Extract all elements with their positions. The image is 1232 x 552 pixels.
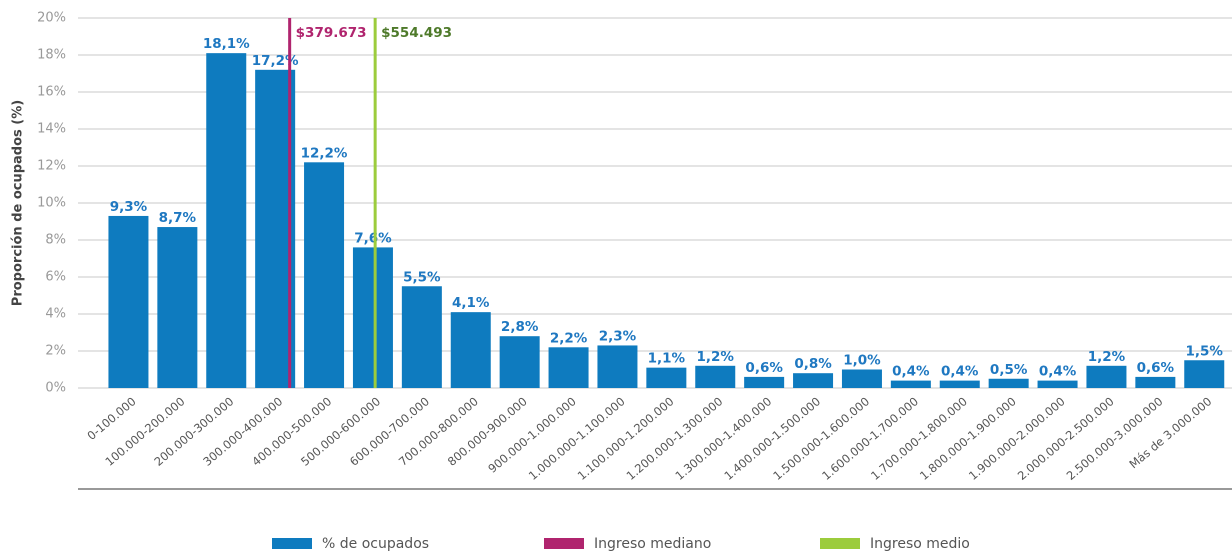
value-label: 2,3% [599,328,637,344]
value-label: 0,6% [1137,360,1175,376]
value-label: 0,6% [745,360,783,376]
x-tick-label: 900.000-1.000.000 [485,394,578,476]
bar [744,376,785,388]
bar [646,367,687,388]
legend-label: % de ocupados [322,536,429,552]
bar [988,378,1029,388]
bar [157,227,198,388]
value-label: 1,2% [1088,349,1126,365]
bar [793,373,834,388]
bar [1086,365,1127,388]
legend-swatch [544,538,584,549]
bar [206,53,247,389]
bar [352,247,393,388]
y-tick-label: 14% [37,122,66,137]
y-tick-label: 10% [37,196,66,211]
x-tick-label: Más de 3.000.000 [1126,394,1214,471]
y-tick-label: 4% [45,307,66,322]
value-label: 17,2% [252,53,299,69]
value-label: 0,4% [1039,364,1077,380]
value-label: 0,4% [892,364,930,380]
y-tick-label: 20% [37,11,66,26]
value-label: 4,1% [452,295,490,311]
bar [1184,360,1225,388]
value-label: 9,3% [110,199,148,215]
bar [890,380,931,388]
value-label: 18,1% [203,36,250,52]
bar [695,365,736,388]
value-label: 2,8% [501,319,539,335]
bar [401,286,442,388]
bar [108,215,149,388]
value-label: 0,8% [794,356,832,372]
value-label: 1,0% [843,353,881,369]
bar [939,380,980,388]
value-label: 1,1% [648,351,686,367]
bar [597,345,638,388]
y-tick-label: 12% [37,159,66,174]
bar [548,347,589,388]
y-tick-label: 16% [37,85,66,100]
value-label: 8,7% [159,210,197,226]
value-label: 0,5% [990,362,1028,378]
x-tick-label: 2.500.000-3.000.000 [1064,394,1166,483]
y-tick-label: 18% [37,48,66,63]
y-tick-label: 2% [45,344,66,359]
bar [450,312,491,388]
legend-swatch [272,538,312,549]
y-tick-label: 0% [45,381,66,396]
value-label: 1,2% [697,349,735,365]
bar [499,336,540,388]
legend-label: Ingreso mediano [594,536,711,552]
reference-label: $379.673 [296,25,367,41]
bar [304,162,345,388]
y-tick-label: 8% [45,233,66,248]
bar [1037,380,1078,388]
value-label: 12,2% [301,145,348,161]
value-label: 1,5% [1186,343,1224,359]
reference-label: $554.493 [381,25,452,41]
value-label: 2,2% [550,330,588,346]
value-label: 0,4% [941,364,979,380]
bar [841,369,882,388]
bar [1135,376,1176,388]
value-label: 5,5% [403,269,441,285]
y-tick-label: 6% [45,270,66,285]
y-axis-title: Proporción de ocupados (%) [11,100,26,306]
legend-swatch [820,538,860,549]
legend-label: Ingreso medio [870,536,970,552]
value-label: 7,6% [354,230,392,246]
